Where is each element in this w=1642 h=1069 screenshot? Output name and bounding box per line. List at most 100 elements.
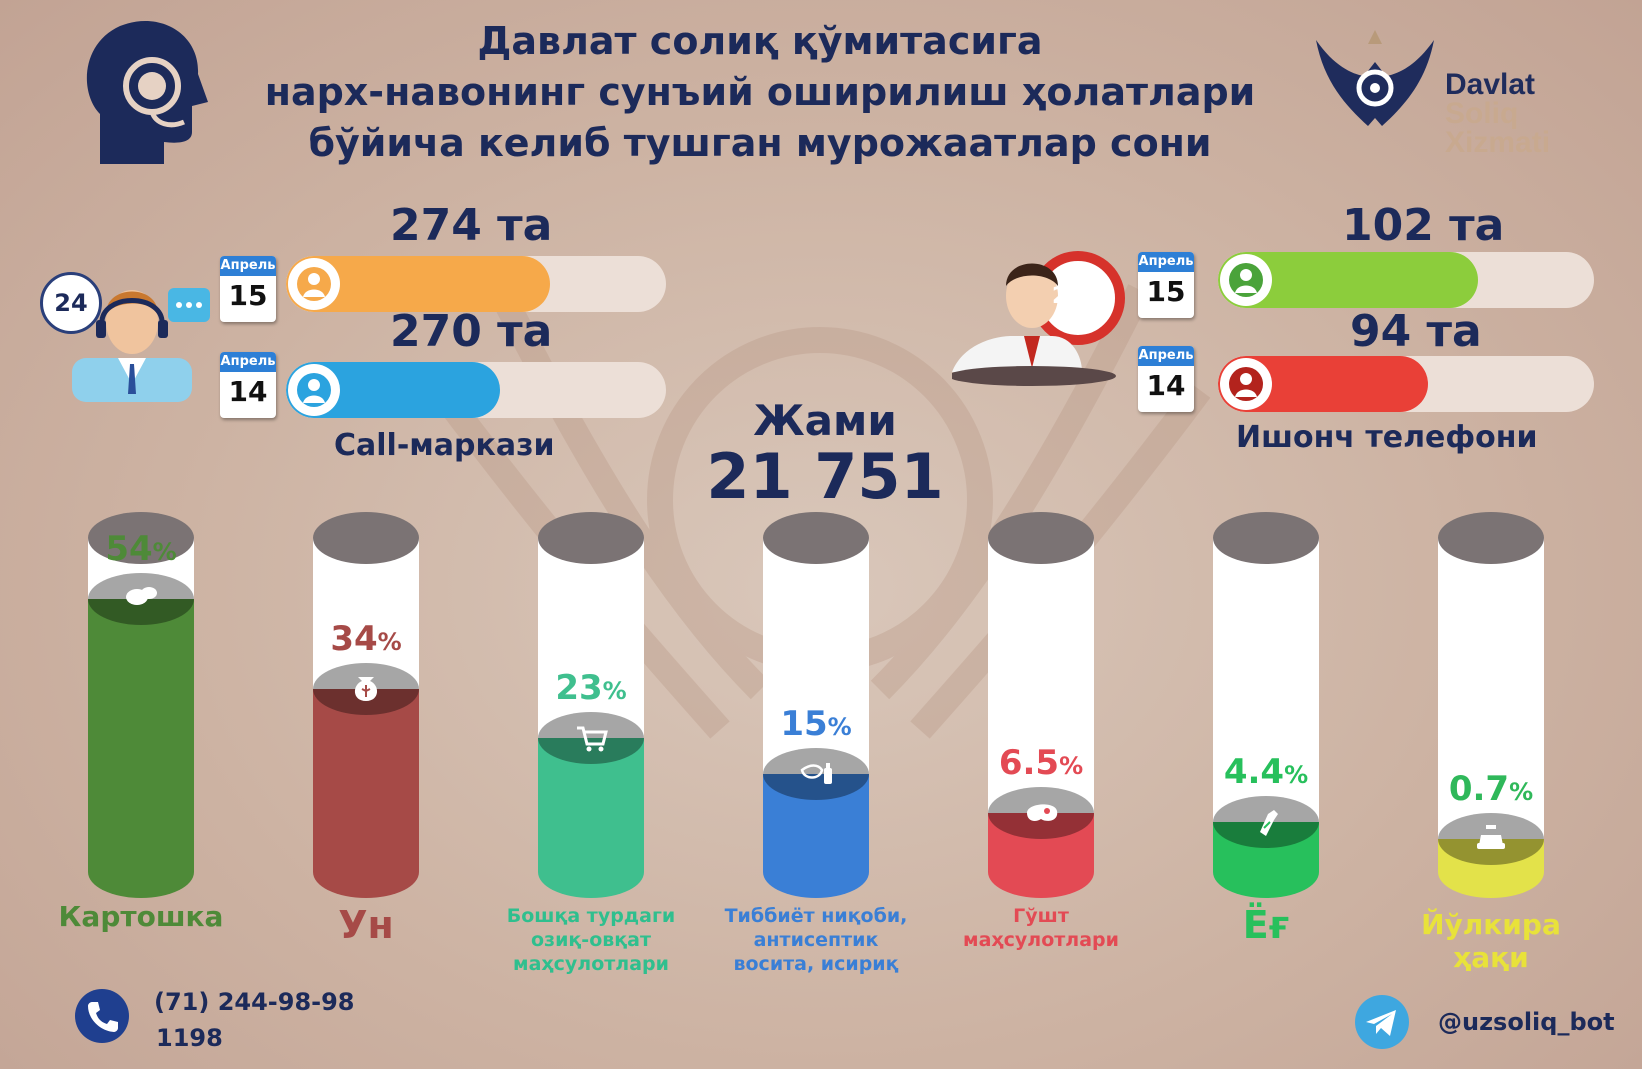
category-label: Тиббиёт ниқоби, антисептик восита, исириқ bbox=[706, 904, 926, 976]
category-label-line: Ёғ bbox=[1242, 903, 1290, 947]
calendar-month: Апрель bbox=[220, 352, 276, 372]
calendar-month: Апрель bbox=[1138, 346, 1194, 366]
cylinder-fill-top bbox=[1213, 796, 1319, 848]
category-label-line: Тиббиёт ниқоби, bbox=[724, 905, 908, 927]
cylinder-bottom bbox=[763, 846, 869, 898]
category-cylinder: 54% bbox=[88, 512, 194, 898]
cylinder-bottom bbox=[88, 846, 194, 898]
cylinder-fill-top bbox=[88, 573, 194, 625]
category-label: Ун bbox=[256, 904, 476, 947]
hotline-label: Ишонч телефони bbox=[1236, 420, 1538, 455]
oil-bottle-icon bbox=[1260, 810, 1278, 836]
footer-telegram-handle: @uzsoliq_bot bbox=[1438, 1008, 1615, 1036]
hotline-count-14: 94 та bbox=[1350, 306, 1482, 357]
category-label: Йўлкира ҳақи bbox=[1381, 908, 1601, 974]
footer-short-number: 1198 bbox=[156, 1024, 223, 1052]
logo-line-davlat: Davlat bbox=[1445, 68, 1536, 101]
title-line-1: Давлат солиқ қўмитасига bbox=[477, 19, 1043, 63]
user-icon bbox=[288, 364, 340, 416]
cylinder-bottom bbox=[988, 846, 1094, 898]
call-center-operator-icon bbox=[72, 288, 210, 402]
category-label: Картошка bbox=[31, 900, 251, 933]
category-label-line: антисептик bbox=[753, 929, 879, 951]
page-title: Давлат солиқ қўмитасига нарх-навонинг су… bbox=[230, 16, 1290, 169]
category-label-line: восита, исириқ bbox=[733, 953, 899, 975]
hotline-bar-14 bbox=[1218, 356, 1594, 412]
total-block: Жами 21 751 bbox=[690, 396, 960, 509]
calendar-april-15: Апрель 15 bbox=[220, 256, 276, 322]
call-center-bar-15 bbox=[286, 256, 666, 312]
category-label-line: Картошка bbox=[58, 900, 224, 933]
calendar-month: Апрель bbox=[1138, 252, 1194, 272]
call-center-label: Call-маркази bbox=[334, 428, 555, 463]
category-label-line: озиқ-овқат bbox=[531, 929, 651, 951]
cylinder-bottom bbox=[538, 846, 644, 898]
percent-value: 0.7 bbox=[1448, 769, 1510, 809]
category-label-line: маҳсулотлари bbox=[513, 953, 669, 975]
hotline-badge-text: 24/7 bbox=[1052, 284, 1106, 309]
calendar-april-15: Апрель 15 bbox=[1138, 252, 1194, 318]
eagle-logo-icon bbox=[1316, 30, 1434, 126]
hotline-bar-15 bbox=[1218, 252, 1594, 308]
category-label-line: ҳақи bbox=[1453, 941, 1529, 974]
footer-phone-number: (71) 244-98-98 bbox=[154, 988, 355, 1016]
user-icon bbox=[1220, 254, 1272, 306]
category-label-line: Йўлкира bbox=[1421, 908, 1561, 941]
cylinder-bottom bbox=[313, 846, 419, 898]
calendar-day: 14 bbox=[228, 375, 268, 408]
category-label-line: Бошқа турдаги bbox=[506, 905, 676, 927]
percent-unit: % bbox=[1284, 761, 1309, 789]
hotline-badge: 24/7 bbox=[1052, 284, 1106, 309]
percent-value: 34 bbox=[330, 619, 378, 659]
calendar-day: 14 bbox=[1146, 369, 1186, 402]
call-center-bar-14 bbox=[286, 362, 666, 418]
calendar-april-14: Апрель 14 bbox=[1138, 346, 1194, 412]
call-center-count-15: 274 та bbox=[390, 200, 553, 251]
cylinder-fill-bar bbox=[1438, 839, 1544, 872]
cylinder-fill-bar bbox=[988, 813, 1094, 872]
user-icon bbox=[288, 258, 340, 310]
cylinder-glass bbox=[88, 538, 194, 872]
calendar-april-14: Апрель 14 bbox=[220, 352, 276, 418]
cylinder-bottom bbox=[1438, 846, 1544, 898]
telegram-icon bbox=[1355, 995, 1409, 1049]
calendar-day: 15 bbox=[228, 279, 268, 312]
headset-operator-icon bbox=[86, 20, 208, 165]
hotline-businessman-icon bbox=[952, 251, 1125, 386]
taxi-icon bbox=[1477, 825, 1505, 849]
cylinder-fill-bar bbox=[88, 599, 194, 872]
calendar-month: Апрель bbox=[220, 256, 276, 276]
percent-unit: % bbox=[152, 538, 177, 566]
category-cylinder: 0.7% bbox=[1438, 512, 1544, 898]
cylinder-top-cap bbox=[1438, 512, 1544, 564]
category-label: Гўшт маҳсулотлари bbox=[931, 904, 1151, 952]
title-line-3: бўйича келиб тушган мурожаатлар сони bbox=[308, 121, 1212, 165]
logo-line-soliq: Soliq bbox=[1445, 97, 1519, 130]
cylinder-fill-top bbox=[988, 787, 1094, 839]
meat-steak-icon bbox=[1027, 804, 1058, 821]
cylinder-fill-top bbox=[1438, 813, 1544, 865]
cylinder-top-cap bbox=[88, 512, 194, 564]
total-value: 21 751 bbox=[706, 440, 944, 513]
hotline-count-15: 102 та bbox=[1342, 200, 1505, 251]
percent-value: 54 bbox=[105, 529, 153, 569]
logo-line-xizmati: Xizmati bbox=[1445, 126, 1551, 159]
cylinder-bottom bbox=[1213, 846, 1319, 898]
total-label: Жами bbox=[753, 396, 897, 445]
cylinder-fill-bar bbox=[1213, 822, 1319, 872]
percent-data-label: 0.7% bbox=[1408, 769, 1574, 809]
call-center-badge-text: 24 bbox=[54, 289, 88, 317]
percent-data-label: 54% bbox=[58, 529, 224, 569]
potato-icon bbox=[126, 587, 157, 605]
call-center-badge: 24 bbox=[40, 272, 102, 334]
category-label: Бошқа турдаги озиқ-овқат маҳсулотлари bbox=[481, 904, 701, 976]
category-label-line: Ун bbox=[338, 903, 394, 947]
calendar-day: 15 bbox=[1146, 275, 1186, 308]
percent-unit: % bbox=[1509, 778, 1534, 806]
category-label-line: маҳсулотлари bbox=[963, 929, 1119, 951]
category-label: Ёғ bbox=[1156, 904, 1376, 947]
category-label-line: Гўшт bbox=[1013, 905, 1069, 927]
cylinder-glass bbox=[1438, 538, 1544, 872]
call-center-count-14: 270 та bbox=[390, 306, 553, 357]
phone-icon bbox=[75, 989, 129, 1043]
